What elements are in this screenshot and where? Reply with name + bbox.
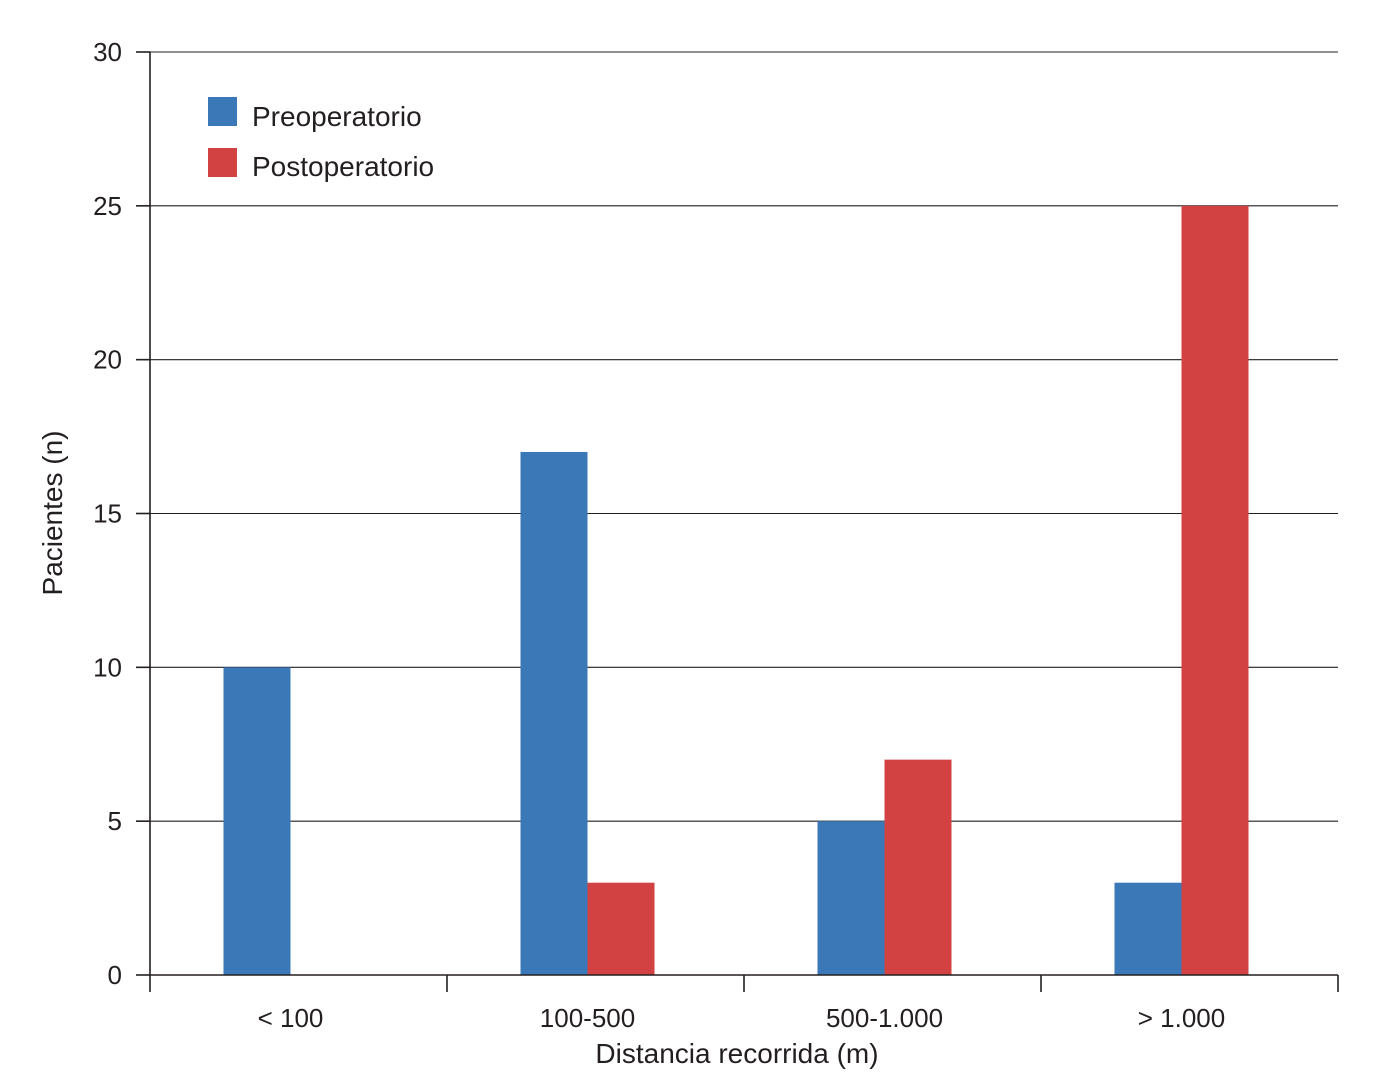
x-tick-label: > 1.000 [1138, 1003, 1225, 1033]
y-ticks: 0 5 10 15 20 25 30 [93, 37, 150, 990]
y-tick-label: 0 [108, 960, 122, 990]
bar-preoperatorio-1 [520, 451, 588, 975]
bar-preoperatorio-3 [1114, 882, 1182, 975]
x-tick-label: 500-1.000 [826, 1003, 943, 1033]
x-ticks: < 100 100-500 500-1.000 > 1.000 [149, 975, 1339, 1033]
y-tick-label: 30 [93, 37, 122, 67]
legend-label-preoperatorio: Preoperatorio [252, 101, 422, 132]
legend-swatch-preoperatorio [208, 97, 237, 126]
bars [223, 205, 1249, 976]
bar-preoperatorio-0 [223, 667, 291, 975]
bar-postoperatorio-1 [587, 882, 655, 975]
x-tick-label: 100-500 [540, 1003, 635, 1033]
legend: Preoperatorio Postoperatorio [208, 97, 434, 182]
bar-preoperatorio-2 [817, 821, 885, 975]
x-axis-title: Distancia recorrida (m) [595, 1038, 878, 1069]
gridlines [150, 51, 1338, 822]
y-axis-title: Pacientes (n) [37, 431, 68, 596]
bar-postoperatorio-3 [1181, 205, 1249, 976]
legend-label-postoperatorio: Postoperatorio [252, 151, 434, 182]
y-tick-label: 25 [93, 191, 122, 221]
y-tick-label: 10 [93, 652, 122, 682]
bar-postoperatorio-2 [884, 759, 952, 975]
legend-swatch-postoperatorio [208, 148, 237, 177]
x-tick-label: < 100 [258, 1003, 324, 1033]
y-tick-label: 20 [93, 345, 122, 375]
y-tick-label: 5 [108, 806, 122, 836]
y-tick-label: 15 [93, 499, 122, 529]
